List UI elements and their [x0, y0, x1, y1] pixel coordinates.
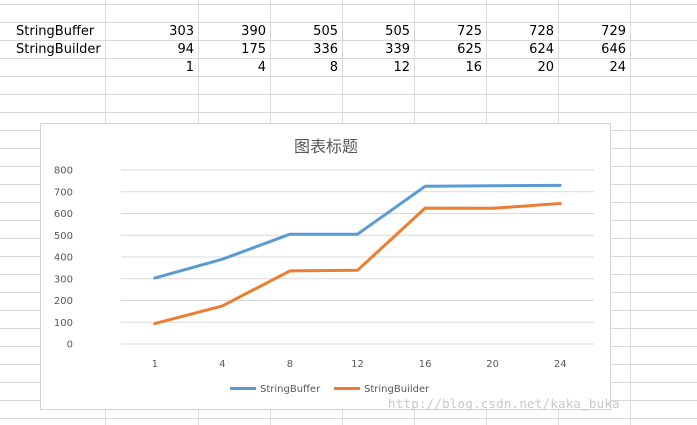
- series-lines: [153, 183, 562, 326]
- y-tick-label: 300: [54, 274, 73, 285]
- y-tick-label: 200: [54, 296, 73, 307]
- watermark-url: http://blog.csdn.net/kaka_buka: [388, 396, 620, 411]
- cell-value[interactable]: 390: [241, 24, 266, 39]
- x-tick-label: 1: [152, 359, 158, 370]
- y-tick-label: 100: [54, 318, 73, 329]
- cell-value[interactable]: 339: [385, 42, 410, 57]
- cell-value[interactable]: 728: [529, 24, 554, 39]
- row-divider: [0, 40, 697, 41]
- cell-row-label[interactable]: StringBuilder: [16, 42, 101, 57]
- row-divider: [0, 418, 697, 419]
- y-tick-label: 400: [54, 253, 73, 264]
- legend-label[interactable]: StringBuilder: [364, 384, 430, 395]
- cell-value[interactable]: 1: [185, 60, 194, 75]
- cell-value[interactable]: 336: [313, 42, 338, 57]
- cell-value[interactable]: 20: [537, 60, 554, 75]
- y-tick-label: 800: [54, 166, 73, 177]
- cell-row-label[interactable]: StringBuffer: [16, 24, 95, 39]
- x-tick-label: 24: [554, 359, 567, 370]
- cell-value[interactable]: 624: [529, 42, 554, 57]
- cell-value[interactable]: 4: [257, 60, 266, 75]
- cell-value[interactable]: 24: [609, 60, 626, 75]
- series-line-stringbuilder[interactable]: [153, 202, 562, 326]
- y-tick-label: 0: [67, 340, 73, 351]
- x-tick-label: 4: [219, 359, 225, 370]
- y-tick-label: 600: [54, 209, 73, 220]
- row-divider: [0, 76, 697, 77]
- series-line-stringbuffer[interactable]: [153, 183, 562, 280]
- y-tick-label: 700: [54, 187, 73, 198]
- chart-legend[interactable]: StringBuffer StringBuilder: [230, 384, 430, 395]
- x-tick-label: 12: [351, 359, 364, 370]
- row-divider: [0, 94, 697, 95]
- row-divider: [0, 4, 697, 5]
- x-tick-label: 16: [419, 359, 432, 370]
- cell-value[interactable]: 94: [177, 42, 194, 57]
- chart-title[interactable]: 图表标题: [294, 137, 358, 156]
- cell-value[interactable]: 12: [393, 60, 410, 75]
- cell-value[interactable]: 8: [329, 60, 338, 75]
- chart-canvas: 图表标题 0 100 200 300 400 500 600 700 800 1 4 8 12 16 20…: [54, 137, 594, 395]
- cell-value[interactable]: 625: [457, 42, 482, 57]
- x-axis-labels: 1 4 8 12 16 20 24: [152, 359, 567, 370]
- gridlines: [121, 169, 594, 345]
- cell-value[interactable]: 646: [601, 42, 626, 57]
- y-axis-labels: 0 100 200 300 400 500 600 700 800: [54, 166, 73, 351]
- cell-value[interactable]: 505: [385, 24, 410, 39]
- cell-value[interactable]: 16: [465, 60, 482, 75]
- x-tick-label: 20: [486, 359, 499, 370]
- cell-value[interactable]: 505: [313, 24, 338, 39]
- row-divider: [0, 58, 697, 59]
- column-divider: [630, 0, 631, 425]
- cell-value[interactable]: 175: [241, 42, 266, 57]
- cell-value[interactable]: 303: [169, 24, 194, 39]
- cell-value[interactable]: 729: [601, 24, 626, 39]
- y-tick-label: 500: [54, 231, 73, 242]
- cell-value[interactable]: 725: [457, 24, 482, 39]
- row-divider: [0, 112, 697, 113]
- legend-label[interactable]: StringBuffer: [260, 384, 321, 395]
- row-divider: [0, 22, 697, 23]
- x-tick-label: 8: [287, 359, 293, 370]
- line-chart[interactable]: 图表标题 0 100 200 300 400 500 600 700 800 1 4 8 12 16 20…: [40, 123, 611, 410]
